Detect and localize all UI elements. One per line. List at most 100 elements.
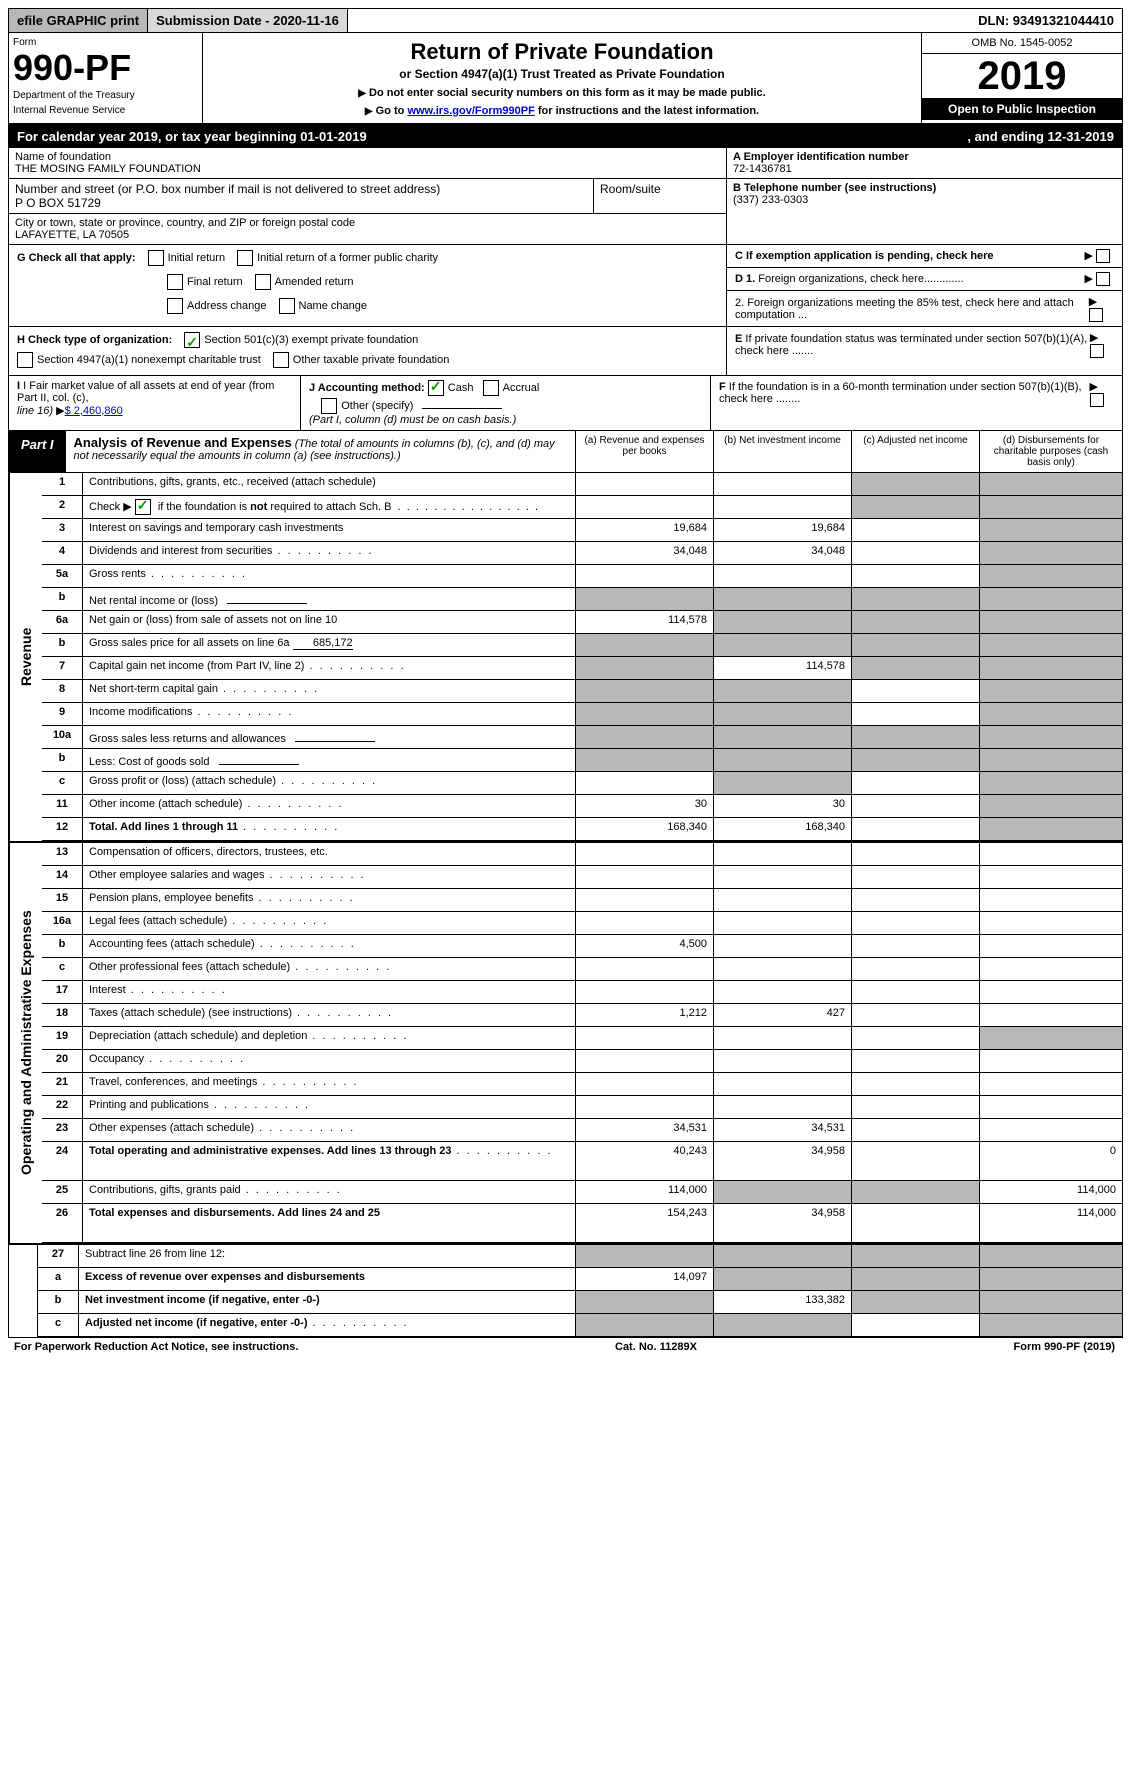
ein: 72-1436781 [733, 163, 792, 175]
line-desc: Less: Cost of goods sold [83, 749, 575, 771]
cell [979, 519, 1122, 541]
cb-other-taxable[interactable] [273, 352, 289, 368]
cell: 0 [979, 1142, 1122, 1180]
address: P O BOX 51729 [15, 196, 587, 210]
line-desc: Compensation of officers, directors, tru… [83, 843, 575, 865]
header-left: Form 990-PF Department of the Treasury I… [9, 33, 203, 123]
line-desc: Interest [83, 981, 575, 1003]
cell [851, 1268, 979, 1290]
table-row: 20 Occupancy [42, 1050, 1122, 1073]
h-checks: H Check type of organization: Section 50… [9, 327, 726, 375]
header-right: OMB No. 1545-0052 2019 Open to Public In… [921, 33, 1122, 123]
open-public: Open to Public Inspection [922, 98, 1122, 120]
cell [979, 496, 1122, 518]
cell: 427 [713, 1004, 851, 1026]
cell [851, 866, 979, 888]
cb-initial-former[interactable] [237, 250, 253, 266]
e-check: E If private foundation status was termi… [726, 327, 1122, 375]
ein-cell: A Employer identification number 72-1436… [727, 148, 1122, 179]
cell [979, 818, 1122, 840]
cell [713, 680, 851, 702]
arrow-icon: ▶ [358, 88, 366, 99]
line-no: c [42, 772, 83, 794]
line-no: b [38, 1291, 79, 1313]
check-section-1: G Check all that apply: Initial return I… [9, 245, 1122, 327]
i-fmv: I I Fair market value of all assets at e… [9, 376, 301, 430]
cell [713, 1096, 851, 1118]
table-row: b Less: Cost of goods sold [42, 749, 1122, 772]
cb-501c3[interactable] [184, 332, 200, 348]
cb-4947[interactable] [17, 352, 33, 368]
cb-e[interactable] [1090, 344, 1104, 358]
cb-other-method[interactable] [321, 398, 337, 414]
tel-cell: B Telephone number (see instructions) (3… [727, 179, 1122, 209]
cell [851, 680, 979, 702]
cell: 40,243 [575, 1142, 713, 1180]
line-desc: Net rental income or (loss) [83, 588, 575, 610]
cell [713, 496, 851, 518]
cb-cash[interactable] [428, 380, 444, 396]
cell [575, 958, 713, 980]
cb-accrual[interactable] [483, 380, 499, 396]
cell [575, 1027, 713, 1049]
line-desc: Dividends and interest from securities [83, 542, 575, 564]
form-header: Form 990-PF Department of the Treasury I… [9, 33, 1122, 125]
cell [713, 866, 851, 888]
cb-addr-change[interactable] [167, 298, 183, 314]
cell [713, 703, 851, 725]
cell [979, 703, 1122, 725]
cell [851, 1050, 979, 1072]
subtraction-section: 27 Subtract line 26 from line 12: a Exce… [9, 1245, 1122, 1337]
table-row: 27 Subtract line 26 from line 12: [38, 1245, 1122, 1268]
table-row: 16a Legal fees (attach schedule) [42, 912, 1122, 935]
table-row: 1 Contributions, gifts, grants, etc., re… [42, 473, 1122, 496]
cell [713, 889, 851, 911]
cb-final[interactable] [167, 274, 183, 290]
line-no: 11 [42, 795, 83, 817]
entity-left: Name of foundation THE MOSING FAMILY FOU… [9, 148, 726, 244]
revenue-section: Revenue 1 Contributions, gifts, grants, … [9, 473, 1122, 843]
expenses-vlabel: Operating and Administrative Expenses [9, 843, 42, 1243]
line-no: 4 [42, 542, 83, 564]
cell [851, 519, 979, 541]
cat-no: Cat. No. 11289X [615, 1341, 697, 1353]
cell [979, 473, 1122, 495]
cell [851, 703, 979, 725]
cell [979, 795, 1122, 817]
line-no: 7 [42, 657, 83, 679]
expenses-section: Operating and Administrative Expenses 13… [9, 843, 1122, 1245]
cell [575, 1073, 713, 1095]
cb-d1[interactable] [1096, 272, 1110, 286]
line-no: 21 [42, 1073, 83, 1095]
cell: 168,340 [713, 818, 851, 840]
cell [713, 588, 851, 610]
cell [713, 772, 851, 794]
cb-amended[interactable] [255, 274, 271, 290]
cell [713, 1245, 851, 1267]
cell [851, 1004, 979, 1026]
table-row: 25 Contributions, gifts, grants paid 114… [42, 1181, 1122, 1204]
line-no: a [38, 1268, 79, 1290]
cb-d2[interactable] [1089, 308, 1103, 322]
form-number: 990-PF [13, 50, 198, 86]
table-row: 18 Taxes (attach schedule) (see instruct… [42, 1004, 1122, 1027]
cell [713, 1050, 851, 1072]
line-desc: Taxes (attach schedule) (see instruction… [83, 1004, 575, 1026]
cb-name-change[interactable] [279, 298, 295, 314]
dept-irs: Internal Revenue Service [13, 105, 198, 116]
cb-c[interactable] [1096, 249, 1110, 263]
line-no: 19 [42, 1027, 83, 1049]
cb-initial[interactable] [148, 250, 164, 266]
cell [979, 1119, 1122, 1141]
cell [851, 912, 979, 934]
cell: 34,958 [713, 1204, 851, 1242]
line-no: 12 [42, 818, 83, 840]
cb-f[interactable] [1090, 393, 1104, 407]
line-no: 24 [42, 1142, 83, 1180]
cell: 4,500 [575, 935, 713, 957]
cell [851, 935, 979, 957]
cb-sch-b[interactable] [135, 499, 151, 515]
irs-link[interactable]: www.irs.gov/Form990PF [407, 105, 534, 117]
line-desc: Net short-term capital gain [83, 680, 575, 702]
calendar-year-row: For calendar year 2019, or tax year begi… [9, 125, 1122, 148]
